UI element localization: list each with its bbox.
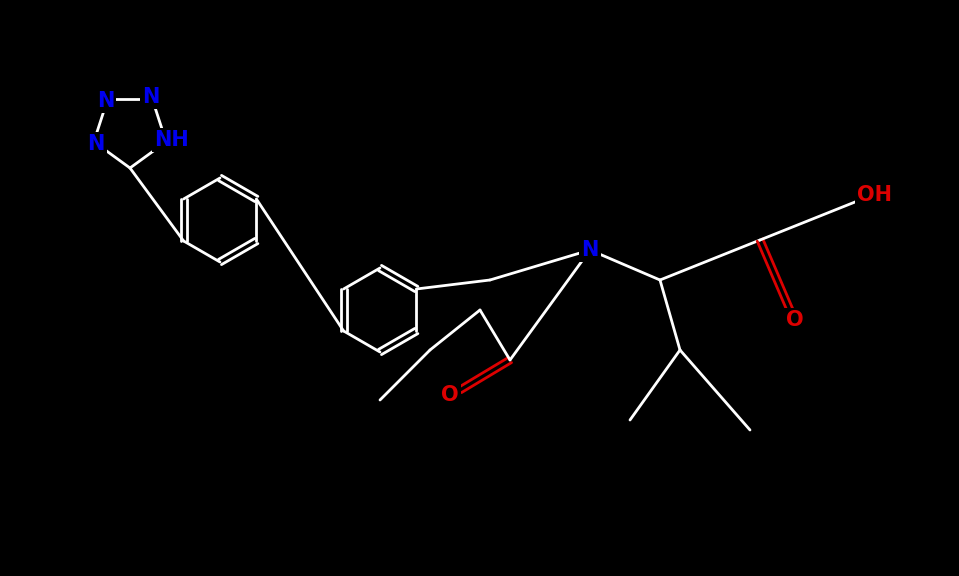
Text: OH: OH xyxy=(857,185,893,205)
Text: N: N xyxy=(142,87,159,107)
Text: O: O xyxy=(441,385,458,405)
Text: N: N xyxy=(87,134,105,154)
Text: N: N xyxy=(581,240,598,260)
Text: NH: NH xyxy=(153,130,189,150)
Text: O: O xyxy=(786,310,804,330)
Text: N: N xyxy=(97,91,114,111)
